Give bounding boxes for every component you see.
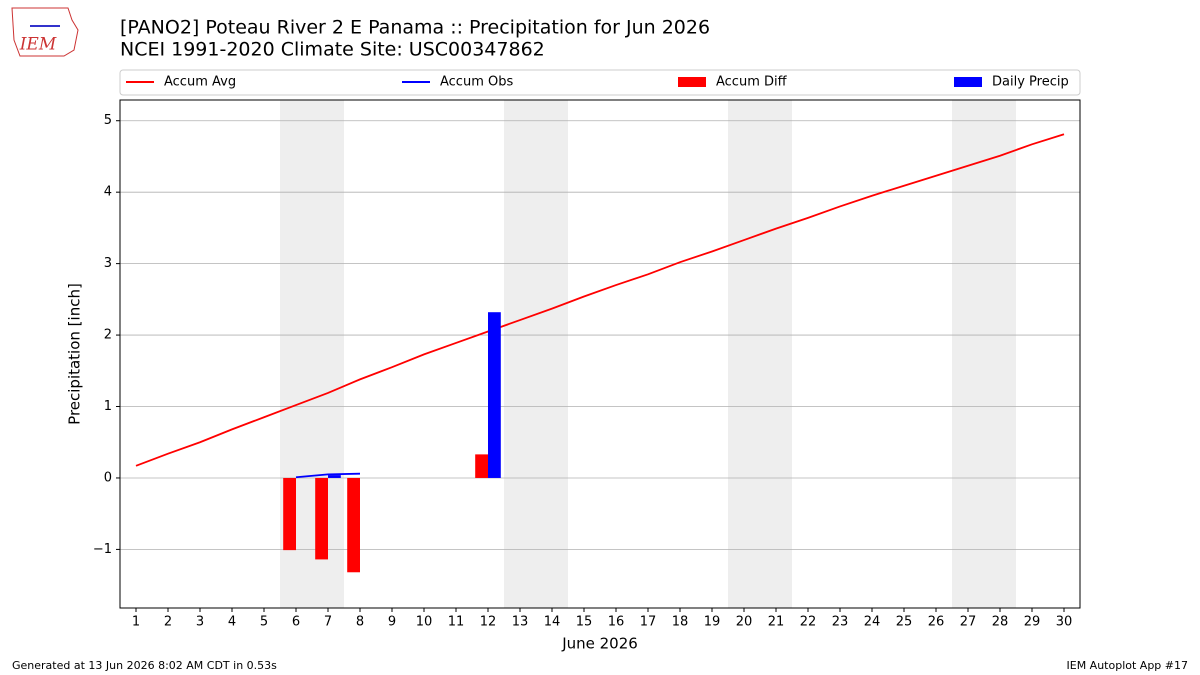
- x-tick-label: 6: [292, 615, 300, 630]
- bar: [347, 477, 360, 573]
- bar: [328, 475, 341, 478]
- legend-label: Accum Diff: [716, 75, 788, 90]
- x-tick-label: 25: [896, 615, 913, 630]
- logo: IEM: [11, 7, 79, 57]
- x-tick-label: 11: [448, 615, 465, 630]
- x-tick-label: 24: [864, 615, 881, 630]
- chart-subtitle: NCEI 1991-2020 Climate Site: USC00347862: [120, 39, 545, 61]
- x-tick-label: 4: [228, 615, 236, 630]
- x-tick-label: 21: [768, 615, 785, 630]
- y-axis-label: Precipitation [inch]: [66, 283, 84, 425]
- logo-text: IEM: [19, 35, 57, 55]
- bar: [283, 477, 296, 551]
- x-tick-label: 13: [512, 615, 529, 630]
- weekend-shade: [504, 100, 568, 608]
- x-tick-label: 8: [356, 615, 364, 630]
- x-tick-label: 30: [1056, 615, 1073, 630]
- x-tick-label: 9: [388, 615, 396, 630]
- x-tick-label: 1: [132, 615, 140, 630]
- bar: [475, 454, 488, 478]
- legend-label: Daily Precip: [992, 75, 1069, 90]
- weekend-shade: [728, 100, 792, 608]
- x-tick-label: 29: [1024, 615, 1041, 630]
- weekend-shade: [952, 100, 1016, 608]
- plot-frame: [119, 99, 1081, 609]
- bar: [315, 477, 328, 560]
- x-tick-label: 20: [736, 615, 753, 630]
- x-tick-label: 17: [640, 615, 657, 630]
- x-tick-label: 23: [832, 615, 849, 630]
- chart-title: [PANO2] Poteau River 2 E Panama :: Preci…: [120, 17, 710, 39]
- x-tick-label: 5: [260, 615, 268, 630]
- x-tick-label: 18: [672, 615, 689, 630]
- x-tick-label: 19: [704, 615, 721, 630]
- y-tick-label: 1: [104, 399, 112, 414]
- legend-swatch: [954, 77, 982, 87]
- y-tick-label: 3: [104, 256, 112, 271]
- line: [135, 133, 1065, 467]
- legend-swatch: [678, 77, 706, 87]
- x-tick-label: 26: [928, 615, 945, 630]
- legend-label: Accum Avg: [164, 75, 236, 90]
- x-tick-label: 2: [164, 615, 172, 630]
- legend-label: Accum Obs: [440, 75, 513, 90]
- footer-right: IEM Autoplot App #17: [1067, 659, 1189, 672]
- x-axis-label: June 2026: [561, 635, 638, 653]
- x-tick-label: 16: [608, 615, 625, 630]
- y-tick-label: 0: [104, 470, 112, 485]
- x-tick-label: 14: [544, 615, 561, 630]
- legend: [119, 69, 1081, 96]
- y-tick-label: 2: [104, 328, 112, 343]
- y-tick-label: 5: [104, 113, 112, 128]
- line: [295, 472, 361, 479]
- x-tick-label: 28: [992, 615, 1009, 630]
- x-tick-label: 22: [800, 615, 817, 630]
- x-tick-label: 15: [576, 615, 593, 630]
- x-tick-label: 27: [960, 615, 977, 630]
- x-tick-label: 10: [416, 615, 433, 630]
- y-tick-label: 4: [104, 185, 112, 200]
- x-tick-label: 7: [324, 615, 332, 630]
- x-tick-label: 12: [480, 615, 497, 630]
- x-tick-label: 3: [196, 615, 204, 630]
- y-tick-label: −1: [93, 542, 112, 557]
- footer-left: Generated at 13 Jun 2026 8:02 AM CDT in …: [12, 659, 277, 672]
- bar: [488, 312, 501, 478]
